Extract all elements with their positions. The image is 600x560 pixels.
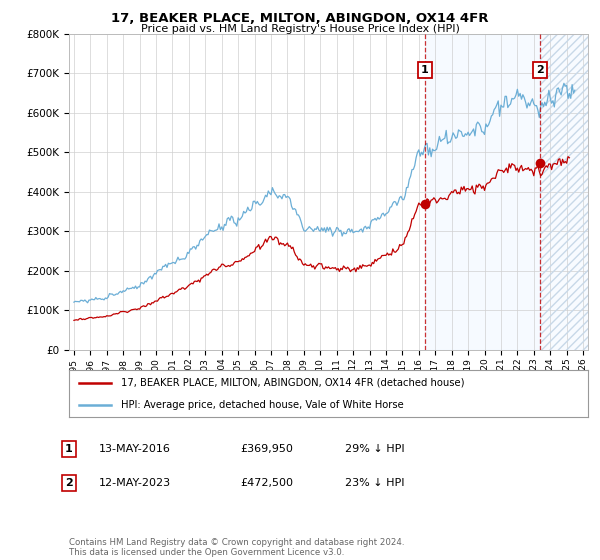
Text: 13-MAY-2016: 13-MAY-2016 <box>99 444 171 454</box>
Text: HPI: Average price, detached house, Vale of White Horse: HPI: Average price, detached house, Vale… <box>121 400 404 410</box>
Bar <box>540 34 588 350</box>
Text: 2: 2 <box>65 478 73 488</box>
Text: £472,500: £472,500 <box>240 478 293 488</box>
Text: £369,950: £369,950 <box>240 444 293 454</box>
Text: 29% ↓ HPI: 29% ↓ HPI <box>345 444 404 454</box>
Text: 17, BEAKER PLACE, MILTON, ABINGDON, OX14 4FR: 17, BEAKER PLACE, MILTON, ABINGDON, OX14… <box>111 12 489 25</box>
Text: 2: 2 <box>536 65 544 75</box>
Text: 12-MAY-2023: 12-MAY-2023 <box>99 478 171 488</box>
Text: 1: 1 <box>65 444 73 454</box>
Text: 1: 1 <box>421 65 429 75</box>
Text: 23% ↓ HPI: 23% ↓ HPI <box>345 478 404 488</box>
Bar <box>425 34 540 350</box>
Bar <box>540 34 588 350</box>
Text: Contains HM Land Registry data © Crown copyright and database right 2024.
This d: Contains HM Land Registry data © Crown c… <box>69 538 404 557</box>
Text: 17, BEAKER PLACE, MILTON, ABINGDON, OX14 4FR (detached house): 17, BEAKER PLACE, MILTON, ABINGDON, OX14… <box>121 378 464 388</box>
Text: Price paid vs. HM Land Registry's House Price Index (HPI): Price paid vs. HM Land Registry's House … <box>140 24 460 34</box>
